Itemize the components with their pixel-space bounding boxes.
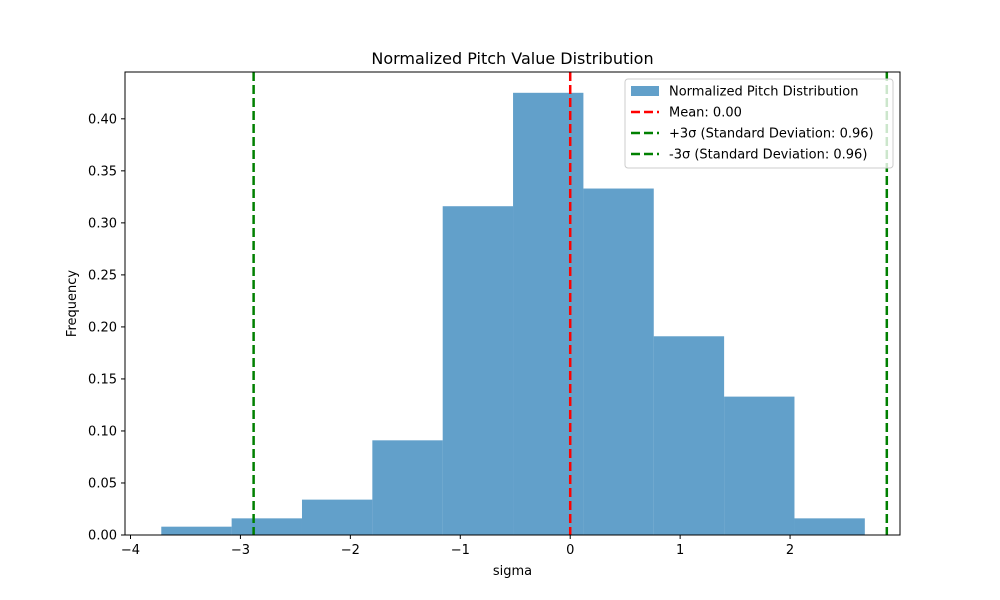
x-tick-label: −4 — [121, 543, 140, 558]
histogram-bar-8 — [724, 396, 795, 535]
bars-group — [161, 92, 865, 536]
legend-box — [624, 78, 894, 169]
y-tick-label: 0.30 — [88, 216, 117, 231]
x-tick-label: 0 — [566, 543, 574, 558]
histogram-bar-2 — [301, 499, 373, 535]
legend-entry-distribution: Normalized Pitch Distribution — [669, 85, 858, 100]
legend-entry-plus-3sigma: +3σ (Standard Deviation: 0.96) — [669, 127, 874, 142]
x-axis-ticks: −4 −3 −2 −1 0 1 2 — [121, 535, 794, 558]
histogram-bar-9 — [794, 518, 865, 535]
histogram-bar-7 — [653, 336, 725, 535]
histogram-bar-6 — [583, 188, 654, 535]
reference-lines-group — [252, 72, 889, 535]
y-tick-label: 0.00 — [88, 529, 117, 544]
y-tick-label: 0.40 — [88, 112, 117, 127]
legend: Normalized Pitch Distribution Mean: 0.00 +… — [624, 78, 894, 169]
legend-swatch — [631, 86, 659, 96]
y-tick-label: 0.35 — [88, 164, 117, 179]
histogram-bar-1 — [231, 518, 302, 535]
histogram-bar-4 — [442, 206, 514, 536]
histogram-bar-3 — [372, 440, 443, 535]
y-tick-label: 0.25 — [88, 268, 117, 283]
y-axis-label: Frequency — [65, 270, 80, 337]
x-tick-label: −1 — [451, 543, 470, 558]
chart-title: Normalized Pitch Value Distribution — [371, 49, 653, 68]
x-tick-label: −2 — [341, 543, 360, 558]
x-axis-label: sigma — [493, 564, 532, 579]
legend-entry-minus-3sigma: -3σ (Standard Deviation: 0.96) — [669, 148, 867, 163]
y-axis-ticks: 0.00 0.05 0.10 0.15 0.20 0.25 0.30 0.35 0.40 — [88, 112, 125, 544]
x-tick-label: −3 — [231, 543, 250, 558]
y-tick-label: 0.05 — [88, 476, 117, 491]
legend-entry-mean: Mean: 0.00 — [669, 106, 742, 121]
histogram-bar-5 — [513, 92, 584, 535]
x-tick-label: 2 — [786, 543, 794, 558]
y-tick-label: 0.15 — [88, 372, 117, 387]
y-tick-label: 0.20 — [88, 320, 117, 335]
plot-frame — [124, 71, 901, 536]
histogram-bar-0 — [161, 526, 232, 535]
x-tick-label: 1 — [676, 543, 684, 558]
y-tick-label: 0.10 — [88, 424, 117, 439]
